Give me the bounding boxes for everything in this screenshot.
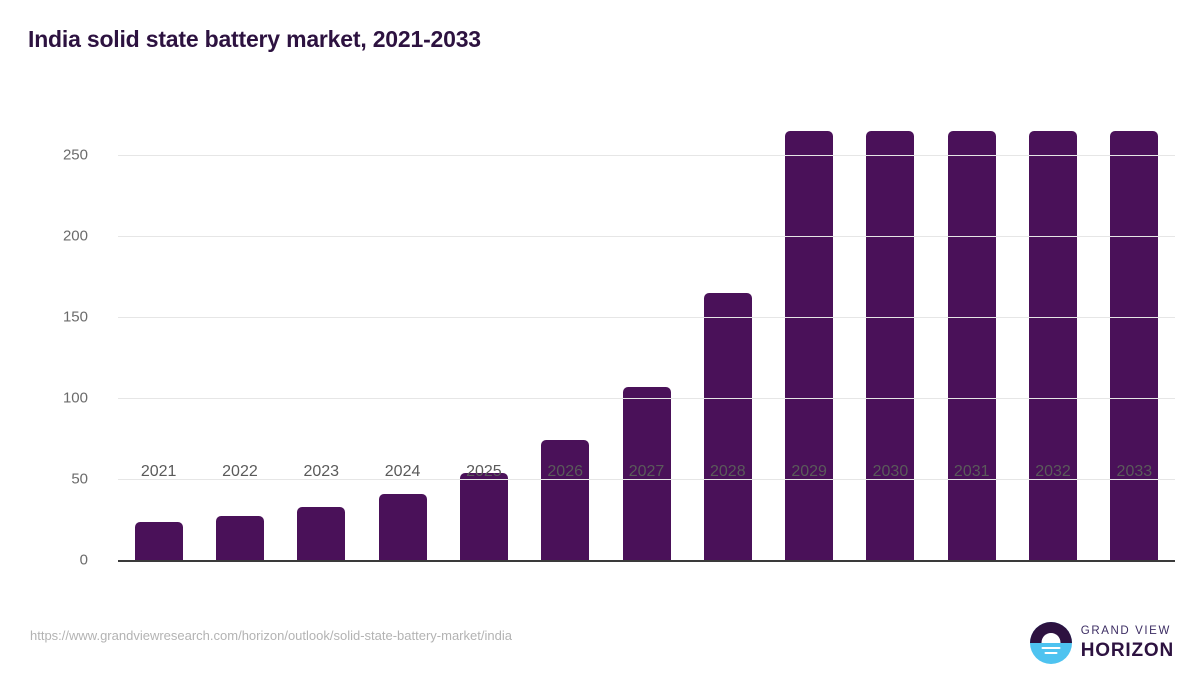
bar[interactable] — [947, 131, 996, 560]
x-tick-label: 2030 — [872, 463, 909, 480]
bar[interactable] — [622, 386, 671, 560]
gridline — [118, 155, 1175, 157]
brand-logo: GRAND VIEW HORIZON — [1029, 622, 1174, 664]
x-axis-line — [118, 560, 1175, 562]
bar[interactable] — [134, 521, 183, 560]
x-tick-label: 2033 — [1116, 463, 1153, 480]
y-tick-label: 150 — [62, 308, 88, 326]
bar[interactable] — [866, 131, 915, 560]
x-tick-label: 2025 — [466, 463, 502, 480]
bar[interactable] — [1029, 131, 1078, 560]
brand-logo-text: GRAND VIEW HORIZON — [1081, 626, 1174, 660]
x-tick-label: 2028 — [710, 463, 746, 480]
gridline — [118, 317, 1175, 319]
bar[interactable] — [703, 292, 752, 560]
bar[interactable] — [459, 472, 508, 560]
x-tick-label: 2027 — [628, 463, 665, 480]
bar[interactable] — [1110, 131, 1159, 560]
x-tick-label: 2029 — [791, 463, 827, 480]
bar[interactable] — [378, 493, 427, 560]
x-tick-label: 2022 — [222, 463, 258, 480]
source-url[interactable]: https://www.grandviewresearch.com/horizo… — [30, 628, 512, 643]
y-tick-label: 50 — [71, 470, 88, 488]
y-tick-label: 200 — [62, 227, 88, 245]
x-tick-label: 2031 — [953, 463, 990, 480]
page-title: India solid state battery market, 2021-2… — [28, 26, 481, 52]
gridline — [118, 236, 1175, 238]
x-tick-label: 2023 — [303, 463, 340, 480]
y-tick-label: 250 — [62, 146, 88, 164]
bar[interactable] — [297, 506, 346, 560]
y-tick-label: 100 — [62, 389, 88, 407]
bar[interactable] — [541, 440, 590, 560]
x-tick-label: 2021 — [140, 463, 177, 480]
y-tick-label: 0 — [79, 551, 88, 569]
plot-area — [118, 110, 1175, 562]
x-tick-label: 2026 — [547, 463, 583, 480]
brand-logo-line2: HORIZON — [1080, 639, 1174, 661]
bar[interactable] — [215, 515, 264, 560]
brand-logo-line1: GRAND VIEW — [1080, 625, 1171, 638]
gridline — [118, 479, 1175, 481]
gridline — [118, 398, 1175, 400]
bar[interactable] — [785, 131, 834, 560]
bar-series — [118, 110, 1175, 560]
x-tick-label: 2024 — [384, 463, 421, 480]
horizon-sun-icon — [1029, 622, 1072, 664]
x-tick-label: 2032 — [1035, 463, 1071, 480]
